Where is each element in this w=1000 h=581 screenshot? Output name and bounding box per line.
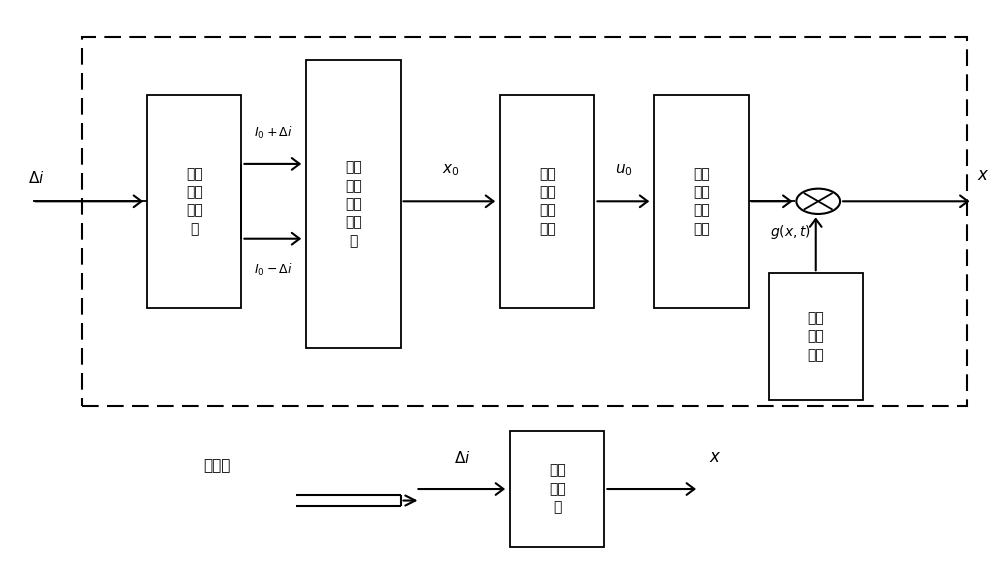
Bar <box>306 60 401 348</box>
Text: $I_0 + \Delta i$: $I_0 + \Delta i$ <box>254 125 293 141</box>
Text: 位移
接口
电路
模块: 位移 接口 电路 模块 <box>693 167 710 236</box>
Bar <box>510 432 604 547</box>
Text: $\Delta i$: $\Delta i$ <box>454 450 471 466</box>
Text: 电涡
流位
移传
感器: 电涡 流位 移传 感器 <box>539 167 556 236</box>
Text: $x_0$: $x_0$ <box>442 163 459 178</box>
Bar <box>769 273 863 400</box>
Text: $x$: $x$ <box>977 166 990 184</box>
Bar <box>500 95 594 308</box>
Text: $x$: $x$ <box>709 448 721 466</box>
Text: 等效为: 等效为 <box>203 458 230 474</box>
Text: $g(x,t)$: $g(x,t)$ <box>770 223 811 241</box>
Text: 磁轴
承系
统: 磁轴 承系 统 <box>549 464 566 514</box>
Text: $\Delta i$: $\Delta i$ <box>28 170 44 187</box>
Text: $u_0$: $u_0$ <box>615 163 633 178</box>
Text: 飞轮
电池
径向
磁轴
承: 飞轮 电池 径向 磁轴 承 <box>345 160 362 248</box>
Text: 开关
功率
放大
器: 开关 功率 放大 器 <box>186 167 203 236</box>
Bar <box>654 95 749 308</box>
Text: $I_0 - \Delta i$: $I_0 - \Delta i$ <box>254 261 293 278</box>
Text: 扰动
检测
模块: 扰动 检测 模块 <box>807 311 824 362</box>
Bar <box>82 37 967 406</box>
Bar <box>147 95 241 308</box>
